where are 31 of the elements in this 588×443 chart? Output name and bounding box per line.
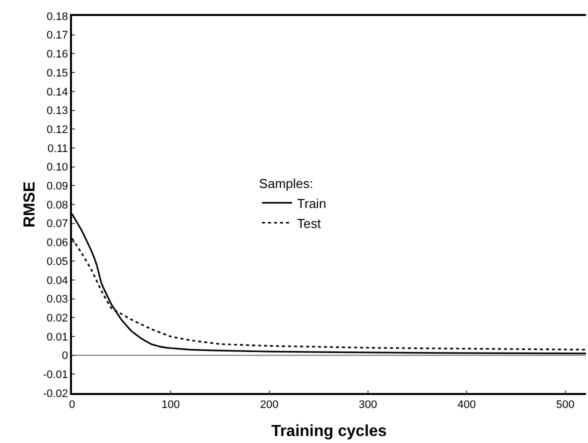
x-axis-title: Training cycles [271,423,387,440]
y-tick-label: 0.04 [46,274,68,287]
y-tick-label: 0.18 [46,10,68,23]
x-tick-label: 100 [161,398,180,411]
y-tick-label: 0.09 [46,180,68,192]
y-tick-label: 0.06 [46,237,68,250]
y-tick-label: -0.02 [42,388,68,400]
y-tick-label: 0.16 [46,48,68,61]
y-tick-label: 0.08 [46,199,68,212]
y-tick-label: 0.10 [46,162,68,174]
x-tick-label: 400 [457,398,476,411]
y-tick-label: 0.14 [46,86,68,98]
y-tick-label: 0.01 [46,331,68,344]
y-tick-label: 0.03 [46,294,68,306]
y-tick-label: 0.17 [46,30,68,42]
legend-label: Test [297,216,322,231]
x-tick-label: 500 [556,398,574,411]
y-tick-label: 0 [62,350,68,362]
legend-title: Samples: [259,176,314,191]
y-tick-label: 0.07 [46,218,68,230]
y-tick-label: -0.01 [42,369,68,381]
legend-label: Train [297,196,326,211]
x-tick-label: 200 [260,398,278,411]
y-tick-label: 0.02 [46,312,68,324]
y-tick-label: 0.15 [46,67,68,80]
y-axis-title: RMSE [21,181,38,228]
y-tick-label: 0.11 [47,142,68,155]
x-tick-label: 300 [358,398,378,411]
y-tick-label: 0.13 [46,105,68,118]
y-tick-label: 0.12 [46,124,68,136]
y-tick-label: 0.05 [46,256,68,268]
